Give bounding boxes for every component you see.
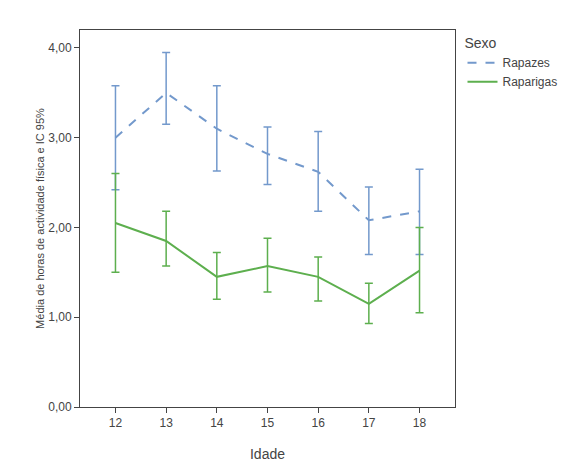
svg-text:0,00: 0,00 bbox=[48, 400, 72, 414]
svg-text:Idade: Idade bbox=[250, 446, 285, 462]
svg-text:13: 13 bbox=[159, 416, 173, 430]
svg-text:Raparigas: Raparigas bbox=[503, 75, 558, 89]
svg-text:2,00: 2,00 bbox=[48, 221, 72, 235]
svg-text:14: 14 bbox=[210, 416, 224, 430]
svg-text:4,00: 4,00 bbox=[48, 41, 72, 55]
svg-text:16: 16 bbox=[312, 416, 326, 430]
svg-text:12: 12 bbox=[109, 416, 123, 430]
svg-text:Média de horas de actividade f: Média de horas de actividade física e IC… bbox=[34, 108, 46, 329]
svg-text:3,00: 3,00 bbox=[48, 131, 72, 145]
svg-text:1,00: 1,00 bbox=[48, 310, 72, 324]
svg-text:15: 15 bbox=[261, 416, 275, 430]
svg-text:17: 17 bbox=[362, 416, 376, 430]
svg-text:Rapazes: Rapazes bbox=[503, 56, 550, 70]
svg-text:18: 18 bbox=[413, 416, 427, 430]
svg-text:Sexo: Sexo bbox=[465, 35, 497, 51]
